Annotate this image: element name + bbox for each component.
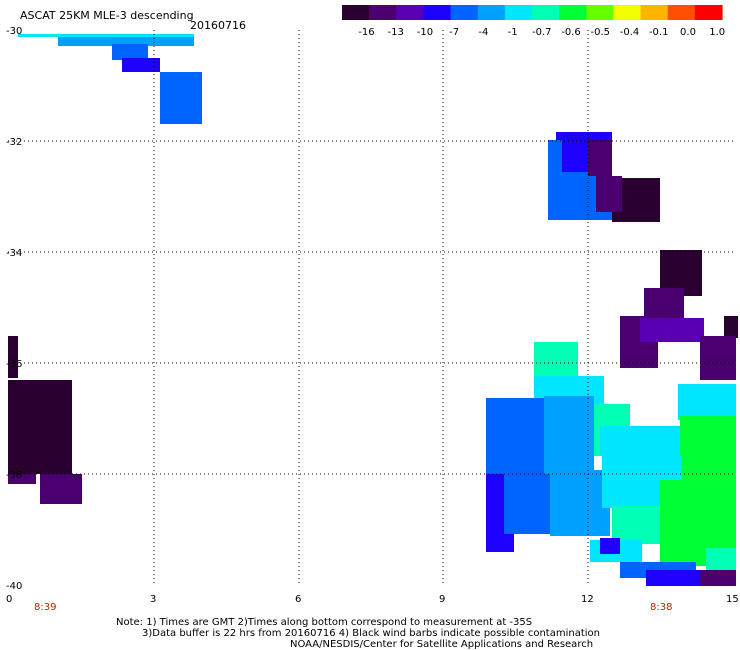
data-cell [18, 34, 194, 37]
data-cell [486, 398, 550, 474]
time-label-right: 8:38 [650, 602, 672, 613]
colorbar-label: -13 [388, 27, 404, 38]
colorbar-segment [694, 5, 723, 20]
lat-lon-grid [8, 30, 733, 586]
colorbar-segment [477, 5, 506, 20]
colorbar-segment [532, 5, 560, 20]
colorbar-label: -10 [417, 27, 433, 38]
y-tick-label: -34 [6, 248, 22, 259]
data-cell [122, 58, 160, 72]
colorbar-label: -0.7 [532, 27, 552, 38]
data-cell [8, 474, 36, 484]
colorbar-label: 0.0 [680, 27, 696, 38]
x-tick-labels: 0 3 6 9 12 15 [6, 594, 739, 605]
data-cell [24, 380, 66, 420]
data-cell [160, 72, 202, 124]
y-tick-labels: -30 -32 -34 -36 -38 -40 [6, 26, 22, 592]
x-tick-label: 0 [6, 594, 12, 605]
x-tick-label: 12 [581, 594, 594, 605]
y-tick-label: -36 [6, 359, 22, 370]
data-cell [678, 384, 736, 420]
data-cell [640, 318, 704, 342]
data-cell [588, 140, 612, 176]
colorbar-label: -7 [449, 27, 459, 38]
data-cell [700, 570, 736, 586]
note-line-2: 3)Data buffer is 22 hrs from 20160716 4)… [142, 628, 600, 639]
y-tick-label: -38 [6, 470, 22, 481]
y-tick-label: -30 [6, 26, 22, 37]
map-date: 20160716 [190, 19, 246, 32]
x-tick-label: 15 [726, 594, 739, 605]
data-cell [58, 37, 194, 46]
colorbar-label: -16 [358, 27, 374, 38]
colorbar [342, 5, 723, 20]
colorbar-label: -4 [478, 27, 488, 38]
y-tick-label: -32 [6, 137, 22, 148]
colorbar-label: 1.0 [709, 27, 725, 38]
data-cell [700, 336, 736, 380]
data-cell [596, 176, 622, 212]
colorbar-segment [450, 5, 479, 20]
x-tick-label: 6 [295, 594, 301, 605]
colorbar-label: -0.1 [649, 27, 669, 38]
colorbar-segment [667, 5, 696, 20]
data-field [8, 34, 738, 586]
data-cell [548, 140, 562, 220]
colorbar-segment [342, 5, 370, 20]
colorbar-segment [369, 5, 397, 20]
colorbar-segment [504, 5, 533, 20]
colorbar-segment [559, 5, 587, 20]
colorbar-label: -0.6 [561, 27, 581, 38]
colorbar-segment [586, 5, 615, 20]
colorbar-label: -0.4 [620, 27, 640, 38]
data-cell [600, 426, 688, 456]
colorbar-segment [423, 5, 452, 20]
y-tick-label: -40 [6, 581, 22, 592]
data-cell [544, 396, 594, 474]
data-cell [550, 470, 610, 536]
colorbar-label: -0.5 [591, 27, 611, 38]
data-cell [646, 570, 706, 586]
data-cell [112, 44, 148, 60]
x-tick-label: 9 [439, 594, 445, 605]
note-line-1: Note: 1) Times are GMT 2)Times along bot… [116, 617, 532, 628]
data-cell [504, 474, 554, 534]
data-cell [724, 316, 738, 338]
data-cell [600, 538, 620, 554]
colorbar-segment [613, 5, 642, 20]
note-line-3: NOAA/NESDIS/Center for Satellite Applica… [290, 639, 593, 650]
data-cell [706, 548, 736, 570]
data-cell [8, 336, 18, 378]
data-cell [40, 474, 82, 504]
colorbar-segment [396, 5, 425, 20]
colorbar-segment [640, 5, 669, 20]
time-label-left: 8:39 [34, 602, 56, 613]
map-title: ASCAT 25KM MLE-3 descending [20, 9, 194, 22]
colorbar-label: -1 [508, 27, 518, 38]
x-tick-label: 3 [150, 594, 156, 605]
data-cell [680, 416, 736, 486]
colorbar-labels: -16 -13 -10 -7 -4 -1 -0.7 -0.6 -0.5 -0.4 -0.1 0.0 1.… [358, 27, 725, 38]
